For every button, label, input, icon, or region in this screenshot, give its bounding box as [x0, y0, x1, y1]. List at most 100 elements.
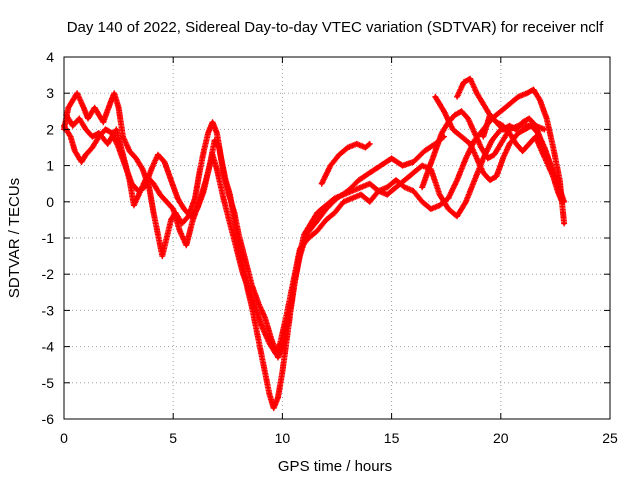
data-point	[248, 290, 252, 294]
data-point	[145, 174, 149, 179]
data-point	[90, 145, 94, 150]
data-point	[278, 341, 282, 345]
data-point	[313, 221, 317, 226]
data-point	[562, 221, 566, 226]
data-point	[320, 182, 324, 186]
data-point	[534, 124, 538, 128]
data-point	[536, 131, 540, 135]
data-point	[108, 102, 112, 106]
data-point	[542, 127, 547, 131]
data-point	[459, 135, 464, 139]
data-point	[276, 355, 280, 360]
data-point	[191, 218, 195, 222]
data-point	[499, 142, 503, 146]
data-point	[169, 218, 173, 222]
data-point	[280, 370, 284, 374]
data-point	[298, 247, 302, 251]
data-point	[368, 200, 372, 204]
data-point	[355, 142, 359, 146]
data-point	[182, 207, 186, 211]
data-point	[141, 167, 145, 171]
data-point	[254, 308, 258, 312]
data-point	[505, 131, 509, 135]
data-series-1	[61, 86, 568, 412]
data-point	[516, 131, 520, 135]
data-point	[523, 127, 527, 131]
data-point	[237, 232, 241, 236]
data-point	[254, 326, 258, 331]
data-point	[335, 196, 339, 200]
data-point	[151, 211, 156, 215]
data-point	[256, 301, 260, 305]
data-point	[304, 232, 309, 236]
data-point	[267, 392, 271, 396]
data-point	[368, 182, 372, 186]
data-point	[468, 142, 472, 146]
data-point	[106, 142, 110, 146]
data-point	[165, 236, 169, 240]
data-point	[324, 207, 328, 211]
data-point	[475, 156, 479, 160]
data-point	[132, 203, 136, 208]
data-point	[438, 203, 442, 208]
data-point	[433, 149, 437, 153]
data-point	[411, 171, 416, 175]
data-point	[446, 120, 450, 124]
x-axis-label: GPS time / hours	[278, 458, 392, 475]
data-point	[363, 145, 367, 150]
data-point	[394, 178, 398, 182]
data-point	[545, 116, 549, 121]
data-point	[158, 192, 162, 197]
data-point	[64, 113, 68, 117]
y-tick-label: -1	[42, 230, 55, 246]
data-point	[394, 185, 398, 189]
data-point	[420, 185, 424, 189]
data-point	[226, 189, 230, 193]
data-point	[459, 109, 464, 113]
data-point	[84, 127, 88, 131]
data-point	[359, 192, 363, 197]
data-point	[210, 120, 215, 124]
data-point	[531, 87, 536, 92]
data-point	[479, 145, 483, 150]
data-point	[558, 189, 562, 193]
data-point	[507, 142, 512, 146]
data-point	[221, 196, 226, 200]
data-point	[521, 120, 525, 124]
data-point	[202, 149, 206, 153]
data-point	[324, 218, 328, 222]
data-point	[350, 196, 354, 200]
x-tick-label: 0	[60, 430, 68, 446]
data-point	[464, 156, 468, 160]
data-point	[90, 135, 94, 139]
data-point	[272, 406, 276, 410]
data-series-8	[419, 108, 511, 191]
y-tick-label: -2	[42, 266, 55, 282]
axis-ticks: 0 5 10 15 20 25 -6 -5 -4 -3 -2 -1 0 1 2 3 4	[42, 49, 618, 446]
data-point	[453, 113, 457, 117]
data-point	[455, 95, 459, 99]
data-point	[66, 106, 70, 110]
data-point	[337, 153, 341, 157]
data-point	[114, 127, 119, 131]
data-point	[442, 109, 446, 113]
data-point	[481, 135, 485, 139]
data-point	[514, 127, 518, 131]
data-point	[446, 207, 450, 211]
data-point	[267, 341, 271, 345]
data-point	[180, 221, 184, 226]
data-point	[121, 135, 125, 139]
data-point	[333, 211, 337, 215]
data-point	[551, 145, 555, 150]
data-point	[291, 279, 295, 284]
data-point	[206, 131, 210, 135]
data-point	[420, 164, 424, 168]
data-point	[258, 348, 263, 352]
data-point	[149, 167, 153, 171]
data-point	[490, 138, 494, 142]
data-point	[127, 149, 132, 153]
data-point	[346, 145, 350, 150]
data-point	[112, 91, 116, 95]
y-tick-label: -5	[42, 375, 55, 391]
